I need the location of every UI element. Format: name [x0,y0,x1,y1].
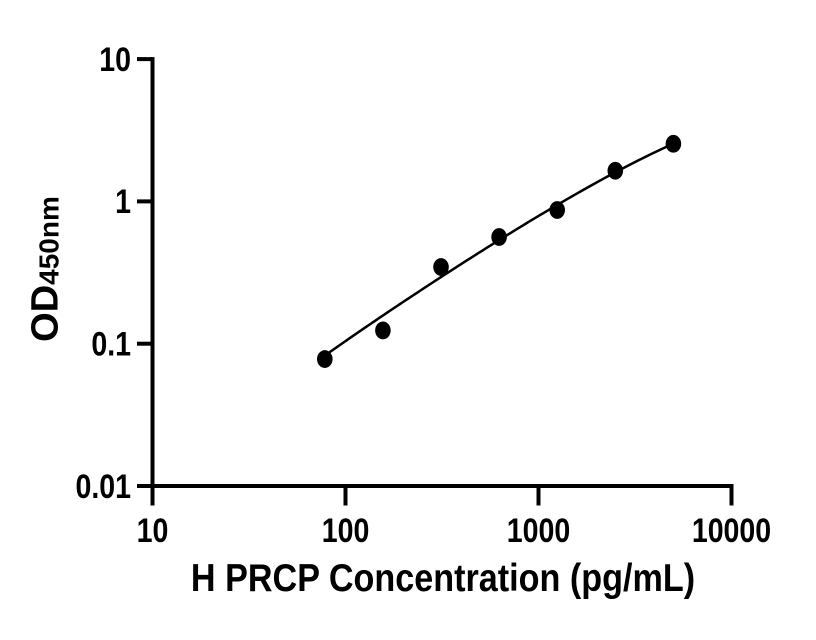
y-axis-title-subscript: 450nm [34,196,65,285]
data-point [549,201,565,219]
data-point [607,161,624,180]
axes [137,57,734,506]
y-axis-title-main: OD [25,285,67,342]
x-tick-label: 100 [322,512,370,550]
y-tick-label: 0.01 [75,467,131,505]
plot-area [317,134,682,368]
data-point [317,350,333,368]
y-tick-label: 0.1 [91,325,131,363]
data-point [491,228,507,246]
x-axis-title-text: H PRCP Concentration (pg/mL) [191,556,695,600]
y-tick-label: 1 [115,183,131,221]
data-point [375,321,391,340]
x-tick-label: 10 [137,512,169,550]
y-tick-label: 10 [99,41,131,79]
x-tick-label: 10000 [692,512,771,550]
y-axis-title-text: OD450nm [25,196,67,342]
data-point [433,258,449,276]
data-point [665,134,682,153]
y-axis-title: OD450nm [25,196,67,342]
x-axis-title: H PRCP Concentration (pg/mL) [191,556,695,600]
x-tick-label: 1000 [507,512,571,550]
tick-labels: 0.01 0.1 1 10 10 100 1000 10000 [75,41,771,550]
